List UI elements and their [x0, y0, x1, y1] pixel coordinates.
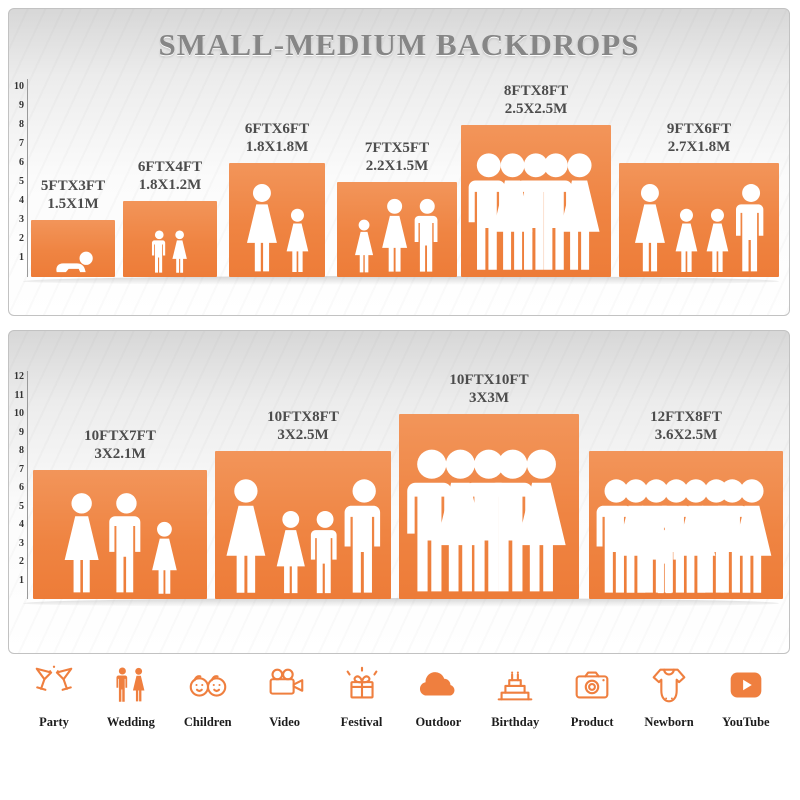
- youtube-icon: [730, 672, 762, 698]
- size-m: 1.8X1.8M: [245, 139, 309, 155]
- silhouettes: [33, 470, 207, 600]
- product-icon: [575, 671, 609, 699]
- category-video: Video: [249, 662, 321, 730]
- size-ft: 10FTX7FT: [84, 427, 156, 444]
- category-youtube: YouTube: [710, 662, 782, 730]
- backdrop-rect: [123, 201, 217, 277]
- backdrop-rect: [461, 125, 611, 277]
- backdrop-block-6x4: 6FTX4FT 1.8X1.2M: [123, 158, 217, 277]
- silhouettes: [399, 414, 579, 599]
- top-panel: SMALL-MEDIUM BACKDROPS 1 2 3 4 5 6 7 8 9 10 5FTX3…: [8, 8, 790, 316]
- backdrop-rect: [619, 163, 779, 277]
- backdrop-rect: [229, 163, 325, 277]
- ruler-top: 1 2 3 4 5 6 7 8 9 10: [13, 79, 28, 277]
- size-label: 8FTX8FT 2.5X2.5M: [504, 82, 568, 118]
- category-party: Party: [18, 662, 90, 730]
- floor-shadow: [23, 598, 779, 607]
- size-m: 3X2.1M: [94, 445, 146, 462]
- size-ft: 6FTX6FT: [244, 121, 310, 137]
- size-ft: 12FTX8FT: [650, 409, 722, 425]
- backdrop-block-5x3: 5FTX3FT 1.5X1M: [31, 177, 115, 277]
- category-label: Party: [39, 715, 69, 729]
- backdrop-block-7x5: 7FTX5FT 2.2X1.5M: [337, 139, 457, 277]
- backdrop-rect: [215, 451, 391, 599]
- category-label: Wedding: [106, 715, 155, 729]
- backdrop-block-12x8: 12FTX8FT 3.6X2.5M: [589, 408, 783, 599]
- newborn-icon: [652, 668, 686, 703]
- wedding-icon: [116, 667, 145, 702]
- backdrop-rect: [33, 469, 207, 600]
- category-festival: Festival: [326, 662, 398, 730]
- backdrop-block-9x6: 9FTX6FT 2.7X1.8M: [619, 120, 779, 277]
- silhouettes: [337, 182, 457, 277]
- festival-icon: [346, 666, 377, 699]
- size-label: 9FTX6FT 2.7X1.8M: [667, 120, 731, 156]
- silhouettes: [619, 163, 779, 277]
- silhouettes: [589, 451, 783, 599]
- category-children: Children: [172, 662, 244, 730]
- size-ft: 7FTX5FT: [364, 140, 430, 156]
- video-icon: [269, 668, 303, 695]
- ruler-bottom: 1 2 3 4 5 6 7 8 9 10 11 12: [13, 371, 28, 599]
- backdrop-block-6x6: 6FTX6FT 1.8X1.8M: [229, 120, 325, 277]
- page-title: SMALL-MEDIUM BACKDROPS: [158, 27, 640, 62]
- bottom-panel: 1 2 3 4 5 6 7 8 9 10 11 12 10FTX7FT 3X2.1M 10FTX8FT…: [8, 330, 790, 654]
- category-label: Product: [570, 715, 614, 729]
- outdoor-icon: [420, 672, 455, 696]
- backdrop-rect: [589, 451, 783, 599]
- category-label: Newborn: [644, 715, 694, 729]
- size-m: 1.5X1M: [47, 196, 99, 212]
- size-label: 10FTX8FT 3X2.5M: [267, 408, 339, 444]
- category-outdoor: Outdoor: [402, 662, 474, 730]
- backdrop-block-10x10: 10FTX10FT 3X3M: [399, 371, 579, 599]
- silhouettes: [123, 201, 217, 277]
- category-label: Outdoor: [415, 715, 462, 729]
- size-ft: 9FTX6FT: [666, 121, 732, 137]
- size-label: 10FTX10FT 3X3M: [449, 371, 528, 407]
- category-label: YouTube: [722, 715, 770, 729]
- size-m: 2.2X1.5M: [365, 158, 429, 174]
- category-wedding: Wedding: [95, 662, 167, 730]
- category-label: Festival: [340, 715, 383, 729]
- size-label: 5FTX3FT 1.5X1M: [41, 177, 105, 213]
- category-label: Children: [183, 715, 232, 729]
- size-m: 3X2.5M: [277, 427, 329, 443]
- size-m: 3.6X2.5M: [654, 427, 718, 443]
- size-label: 7FTX5FT 2.2X1.5M: [365, 139, 429, 175]
- backdrop-block-10x8: 10FTX8FT 3X2.5M: [215, 408, 391, 599]
- backdrop-rect: [31, 220, 115, 277]
- category-newborn: Newborn: [633, 662, 705, 730]
- category-label: Video: [269, 715, 301, 729]
- silhouettes: [31, 220, 115, 277]
- size-label: 6FTX4FT 1.8X1.2M: [138, 158, 202, 194]
- size-ft: 6FTX4FT: [137, 159, 203, 175]
- size-label: 10FTX7FT 3X2.1M: [84, 427, 156, 463]
- silhouettes: [461, 125, 611, 277]
- category-birthday: Birthday: [479, 662, 551, 730]
- size-m: 1.8X1.2M: [138, 177, 202, 193]
- children-icon: [189, 675, 227, 697]
- category-product: Product: [556, 662, 628, 730]
- silhouettes: [215, 451, 391, 599]
- floor-shadow: [23, 276, 779, 285]
- size-ft: 10FTX8FT: [267, 409, 339, 425]
- birthday-icon: [497, 671, 533, 701]
- backdrop-block-8x8: 8FTX8FT 2.5X2.5M: [461, 82, 611, 277]
- category-row: Party Wedding Children Video: [18, 662, 782, 730]
- size-ft: 8FTX8FT: [503, 83, 569, 99]
- backdrop-rect: [337, 182, 457, 277]
- size-m: 2.7X1.8M: [667, 139, 731, 155]
- size-label: 6FTX6FT 1.8X1.8M: [245, 120, 309, 156]
- size-m: 3X3M: [468, 390, 509, 406]
- backdrop-rect: [399, 414, 579, 599]
- size-ft: 5FTX3FT: [40, 178, 106, 194]
- backdrop-block-10x7: 10FTX7FT 3X2.1M: [33, 427, 207, 600]
- category-label: Birthday: [491, 715, 540, 729]
- size-ft: 10FTX10FT: [449, 372, 529, 388]
- size-m: 2.5X2.5M: [504, 101, 568, 117]
- silhouettes: [229, 163, 325, 277]
- party-icon: [35, 665, 73, 691]
- size-label: 12FTX8FT 3.6X2.5M: [650, 408, 722, 444]
